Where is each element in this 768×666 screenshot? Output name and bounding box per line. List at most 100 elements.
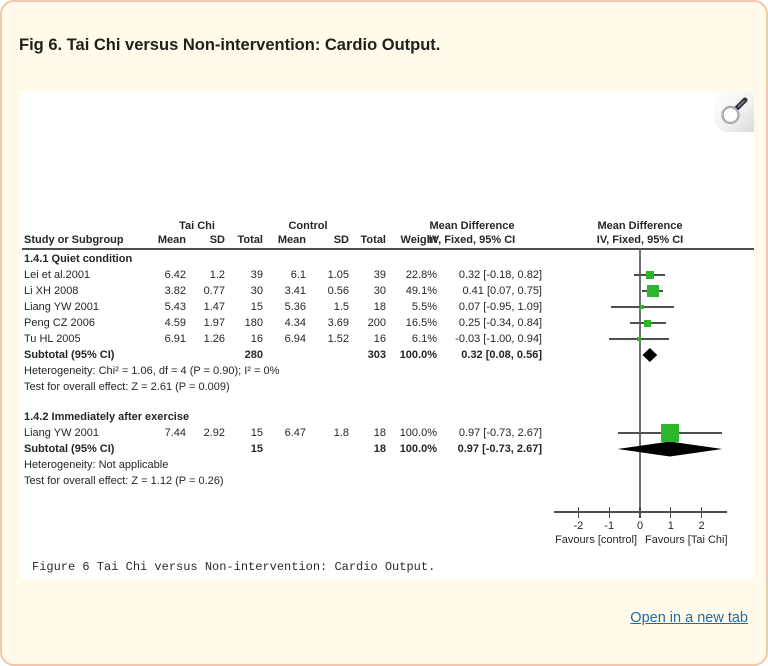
table-cell: 1.97 <box>203 317 225 329</box>
table-cell: 16 <box>250 333 263 345</box>
ci-text: 0.32 [-0.18, 0.82] <box>458 269 542 281</box>
table-cell: 7.44 <box>164 427 186 439</box>
table-cell: 5.43 <box>164 301 186 313</box>
column-header-study: Study or Subgroup <box>24 234 124 246</box>
header-rule <box>22 248 754 250</box>
column-header: Total <box>237 234 263 246</box>
table-cell: 0.56 <box>327 285 349 297</box>
column-header-ci: IV, Fixed, 95% CI <box>428 234 516 246</box>
table-cell: 100.0% <box>399 349 437 361</box>
table-cell: 0.77 <box>203 285 225 297</box>
column-header: Mean <box>277 234 306 246</box>
table-cell: 6.1% <box>411 333 437 345</box>
table-cell: 1.5 <box>333 301 349 313</box>
figure-title: Fig 6. Tai Chi versus Non-intervention: … <box>19 36 441 54</box>
table-cell: 16 <box>373 333 386 345</box>
heterogeneity-text: Heterogeneity: Not applicable <box>24 459 169 471</box>
group-header-control: Control <box>288 220 328 232</box>
forest-plot: Tai Chi Control Mean Difference Mean Differ… <box>20 92 754 579</box>
table-cell: 18 <box>373 301 386 313</box>
table-cell: 3.69 <box>327 317 349 329</box>
overall-effect-text: Test for overall effect: Z = 1.12 (P = 0… <box>24 475 224 487</box>
forest-square <box>640 305 645 309</box>
table-cell: 1.47 <box>203 301 225 313</box>
open-in-new-tab-link[interactable]: Open in a new tab <box>630 610 748 626</box>
group-header-treatment: Tai Chi <box>179 220 215 232</box>
subgroup-name: 1.4.1 Quiet condition <box>24 253 133 265</box>
table-cell: 39 <box>373 269 386 281</box>
table-cell: 6.94 <box>284 333 306 345</box>
forest-square <box>637 337 642 341</box>
subtotal-label: Subtotal (95% CI) <box>24 349 115 361</box>
table-cell: 5.5% <box>411 301 437 313</box>
table-cell: 4.59 <box>164 317 186 329</box>
subtotal-diamond <box>642 348 658 362</box>
column-header: Weight <box>400 234 437 246</box>
axis-left-label: Favours [control] <box>555 534 637 546</box>
table-cell: 30 <box>373 285 386 297</box>
table-cell: 100.0% <box>399 427 437 439</box>
table-cell: 280 <box>244 349 263 361</box>
axis-tick-label: 1 <box>667 520 674 532</box>
axis-tick <box>670 507 672 518</box>
overall-effect-text: Test for overall effect: Z = 2.61 (P = 0… <box>24 381 230 393</box>
axis-tick <box>577 507 580 518</box>
ci-text: 0.41 [0.07, 0.75] <box>462 285 542 297</box>
figure-panel: Tai Chi Control Mean Difference Mean Differ… <box>20 92 754 579</box>
forest-square <box>645 271 654 279</box>
study-name: Liang YW 2001 <box>24 427 100 439</box>
column-header: SD <box>209 234 225 246</box>
ci-text: 0.25 [-0.34, 0.84] <box>458 317 542 329</box>
axis-tick-label: -2 <box>573 520 584 532</box>
ci-text: 0.97 [-0.73, 2.67] <box>458 427 542 439</box>
axis-tick <box>608 507 610 518</box>
table-cell: 3.41 <box>284 285 306 297</box>
subtotal-ci-text: 0.32 [0.08, 0.56] <box>461 349 542 361</box>
table-cell: 1.52 <box>327 333 349 345</box>
table-cell: 22.8% <box>405 269 437 281</box>
table-cell: 15 <box>250 443 263 455</box>
zoom-button[interactable] <box>714 92 754 132</box>
column-header: SD <box>333 234 349 246</box>
table-cell: 2.92 <box>203 427 225 439</box>
study-name: Tu HL 2005 <box>24 333 81 345</box>
table-cell: 1.05 <box>327 269 349 281</box>
ci-text: -0.03 [-1.00, 0.94] <box>455 333 542 345</box>
table-cell: 18 <box>373 443 386 455</box>
heterogeneity-text: Heterogeneity: Chi² = 1.06, df = 4 (P = … <box>24 365 280 377</box>
subgroup-name: 1.4.2 Immediately after exercise <box>24 411 190 423</box>
plot-header-effect: Mean Difference <box>597 220 683 232</box>
axis-tick <box>639 507 641 518</box>
axis-tick-label: 0 <box>636 520 644 532</box>
study-name: Li XH 2008 <box>24 285 79 297</box>
study-name: Peng CZ 2006 <box>24 317 95 329</box>
table-cell: 4.34 <box>284 317 306 329</box>
plot-header-ci: IV, Fixed, 95% CI <box>596 234 684 246</box>
table-cell: 6.1 <box>290 269 306 281</box>
table-cell: 3.82 <box>164 285 186 297</box>
study-name: Liang YW 2001 <box>24 301 100 313</box>
ci-text: 0.07 [-0.95, 1.09] <box>458 301 542 313</box>
magnifier-icon <box>721 97 748 125</box>
axis-right-label: Favours [Tai Chi] <box>645 534 728 546</box>
subtotal-diamond <box>617 441 723 457</box>
table-cell: 6.42 <box>164 269 186 281</box>
table-cell: 180 <box>244 317 263 329</box>
table-cell: 1.26 <box>203 333 225 345</box>
axis-tick-label: 2 <box>698 520 705 532</box>
figure-caption: Figure 6 Tai Chi versus Non-intervention… <box>32 560 436 574</box>
table-cell: 18 <box>373 427 386 439</box>
table-cell: 100.0% <box>399 443 437 455</box>
zero-line <box>639 249 641 512</box>
column-header: Total <box>360 234 386 246</box>
axis-tick-label: -1 <box>604 520 615 532</box>
table-cell: 16.5% <box>405 317 437 329</box>
study-name: Lei et al.2001 <box>24 269 91 281</box>
table-cell: 15 <box>250 427 263 439</box>
table-cell: 39 <box>250 269 263 281</box>
forest-square <box>644 319 652 327</box>
table-cell: 15 <box>250 301 263 313</box>
column-header: Mean <box>157 234 186 246</box>
axis-tick <box>700 507 703 518</box>
